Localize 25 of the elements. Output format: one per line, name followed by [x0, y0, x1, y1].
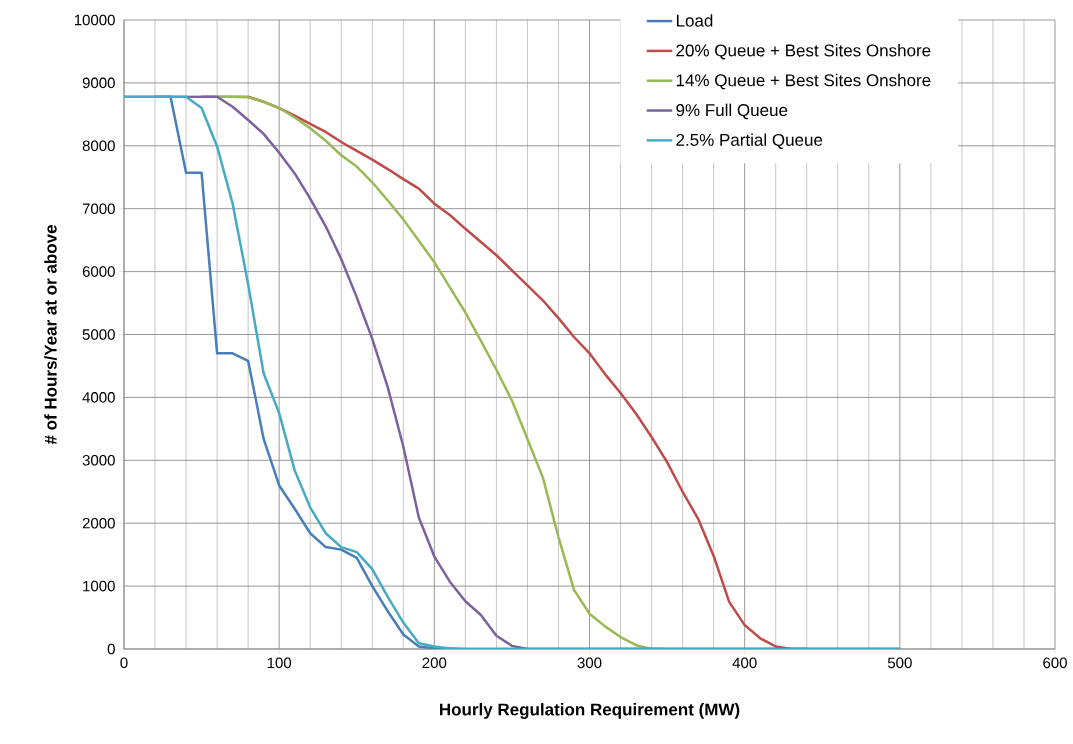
y-tick-label: 6000	[82, 266, 115, 277]
y-tick-label: 1000	[83, 580, 115, 592]
legend-label: 9% Full Queue	[676, 103, 788, 120]
x-tick-label: 500	[887, 657, 912, 669]
x-tick-label: 100	[267, 657, 292, 669]
legend-label: Load	[676, 14, 713, 27]
x-tick-label: 600	[1043, 657, 1067, 669]
x-tick-label: 400	[732, 657, 757, 669]
y-tick-label: 9000	[82, 77, 115, 89]
y-tick-label: 2000	[82, 517, 115, 529]
legend-label: 14% Queue + Best Sites Onshore	[676, 73, 931, 90]
x-axis-title: Hourly Regulation Requirement (MW)	[440, 703, 740, 719]
y-tick-label: 0	[107, 643, 115, 655]
y-axis-title: # of Hours/Year at or above	[44, 225, 57, 445]
legend-label: 20% Queue + Best Sites Onshore	[676, 44, 931, 60]
x-tick-label: 0	[120, 657, 128, 669]
y-tick-label: 4000	[82, 392, 115, 403]
y-tick-label: 8000	[82, 140, 115, 152]
x-tick-label: 200	[422, 657, 447, 669]
y-tick-label: 7000	[82, 203, 115, 214]
x-tick-label: 300	[577, 657, 602, 669]
y-tick-label: 10000	[74, 14, 115, 26]
y-tick-label: 3000	[82, 454, 115, 466]
y-tick-label: 5000	[82, 329, 115, 340]
legend-label: 2.5% Partial Queue	[676, 133, 823, 149]
